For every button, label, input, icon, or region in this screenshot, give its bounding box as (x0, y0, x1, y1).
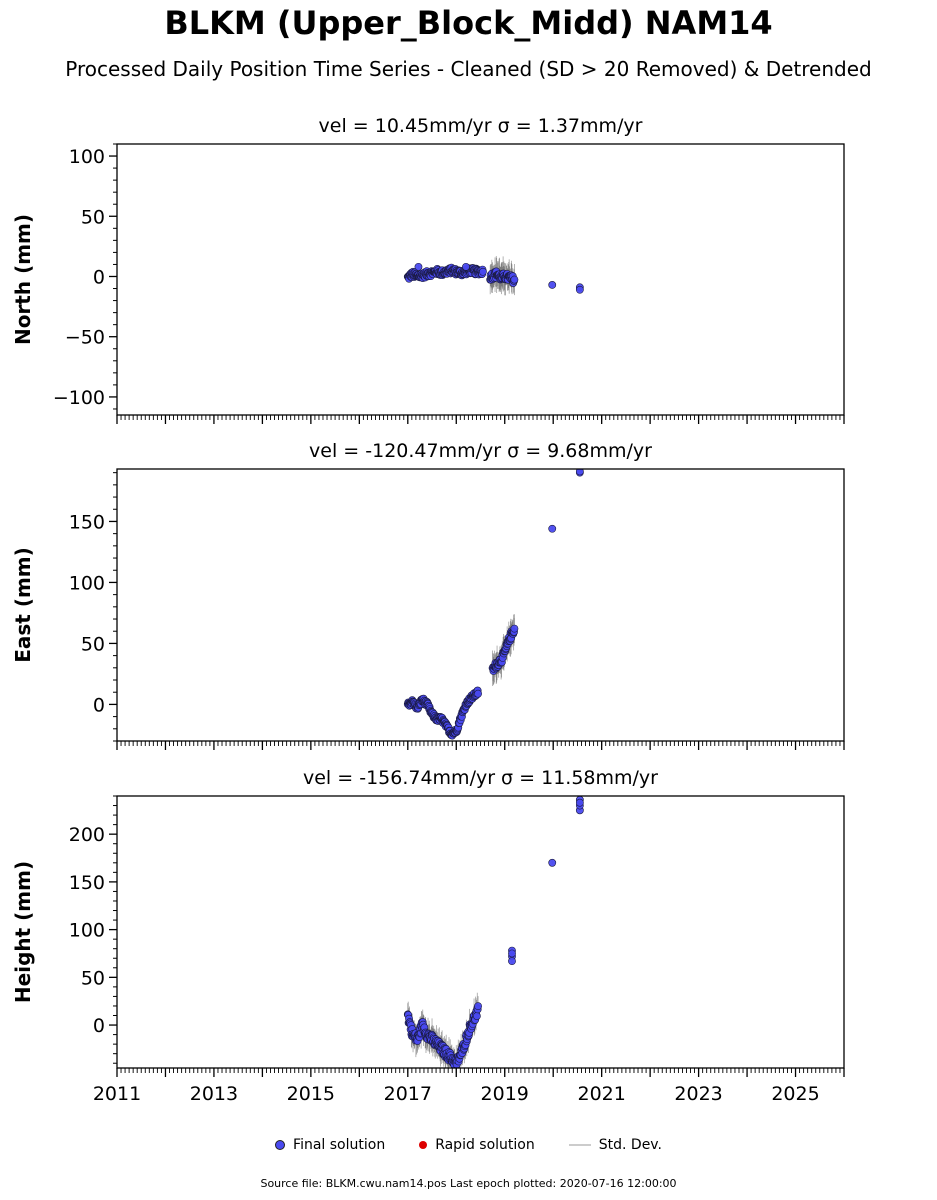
y-tick-label: 100 (69, 146, 105, 168)
y-tick-label: 0 (93, 694, 105, 716)
legend: Final solution Rapid solution Std. Dev. (0, 1137, 937, 1153)
data-point (472, 1012, 481, 1020)
plot-marks (403, 255, 584, 296)
plot-marks (403, 469, 584, 740)
data-point (548, 524, 557, 533)
x-tick-label: 2025 (771, 1083, 819, 1105)
y-axis-label: East (mm) (11, 547, 35, 663)
x-tick-label: 2011 (93, 1083, 141, 1105)
y-tick-label: 150 (69, 511, 105, 533)
data-point (548, 858, 557, 867)
legend-item-rapid: Rapid solution (419, 1137, 535, 1153)
plot-marks (403, 796, 584, 1068)
rapid-solution-marker (419, 1141, 428, 1149)
legend-label-std: Std. Dev. (598, 1137, 662, 1153)
main-title: BLKM (Upper_Block_Midd) NAM14 (164, 4, 773, 42)
x-tick-label: 2023 (674, 1083, 722, 1105)
data-point (474, 689, 482, 698)
data-point (508, 957, 516, 966)
y-tick-label: 0 (93, 1015, 105, 1037)
y-axis-label: Height (mm) (11, 861, 35, 1003)
axes-frame (116, 795, 845, 1069)
std-dev-line (568, 1144, 591, 1146)
y-tick-label: 50 (81, 633, 105, 655)
y-tick-label: 100 (69, 572, 105, 594)
y-axis-label: North (mm) (11, 214, 35, 345)
legend-label-rapid: Rapid solution (435, 1137, 535, 1153)
x-tick-label: 2019 (481, 1083, 529, 1105)
x-tick-label: 2013 (190, 1083, 238, 1105)
y-tick-label: −100 (53, 387, 105, 409)
data-point (575, 469, 584, 476)
data-point (575, 285, 584, 294)
y-tick-label: 50 (81, 206, 105, 228)
x-tick-label: 2017 (384, 1083, 432, 1105)
data-point (548, 281, 557, 289)
subtitle: Processed Daily Position Time Series - C… (65, 57, 872, 81)
data-point (462, 262, 470, 271)
y-tick-label: 200 (69, 824, 105, 846)
data-point (474, 1002, 482, 1011)
data-point (510, 275, 519, 284)
panel-title: vel = -156.74mm/yr σ = 11.58mm/yr (303, 767, 658, 789)
legend-item-final: Final solution (275, 1137, 385, 1153)
legend-label-final: Final solution (293, 1137, 386, 1153)
source-footer: Source file: BLKM.cwu.nam14.pos Last epo… (260, 1177, 677, 1190)
legend-item-std: Std. Dev. (568, 1137, 662, 1153)
x-tick-label: 2015 (287, 1083, 335, 1105)
chart-area: −100 −50 0 50 100 vel = 10.45mm/yr σ = 1.37mm… (11, 115, 845, 1105)
x-tick-label: 2021 (577, 1083, 625, 1105)
panel-2: 0 50 100 150 200 2011 2013 2015 2017 2019 2021 2023… (11, 767, 845, 1105)
axes-frame (116, 143, 845, 416)
y-tick-label: −50 (65, 327, 105, 349)
y-tick-label: 150 (69, 872, 105, 894)
y-tick-label: 0 (93, 266, 105, 288)
data-point (510, 624, 519, 633)
data-point (414, 262, 423, 271)
y-tick-label: 100 (69, 920, 105, 942)
y-tick-label: 50 (81, 967, 105, 989)
data-point (479, 267, 487, 276)
panel-title: vel = 10.45mm/yr σ = 1.37mm/yr (319, 115, 643, 137)
data-point (575, 798, 584, 807)
panel-0: −100 −50 0 50 100 vel = 10.45mm/yr σ = 1.37mm… (11, 115, 845, 424)
panel-1: 0 50 100 150 vel = -120.47mm/yr σ = 9.68mm/y… (11, 440, 845, 750)
axes-frame (116, 468, 845, 742)
data-point (508, 949, 516, 958)
panel-title: vel = -120.47mm/yr σ = 9.68mm/yr (309, 440, 652, 462)
final-solution-marker (275, 1140, 286, 1150)
